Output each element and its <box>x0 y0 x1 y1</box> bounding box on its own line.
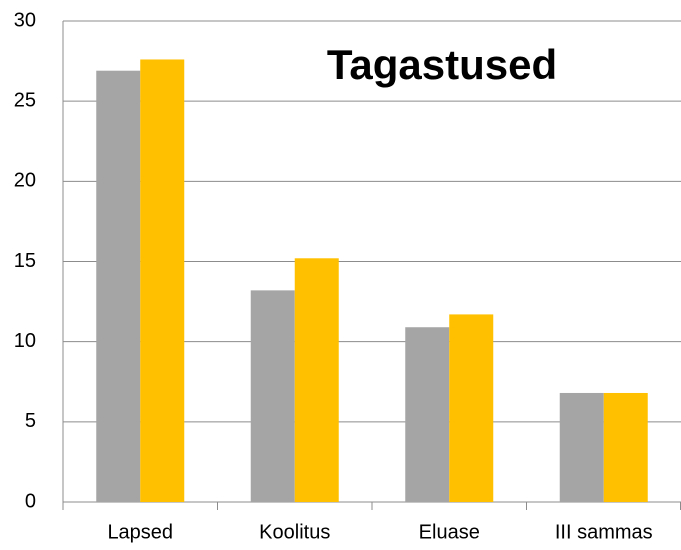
y-tick-label: 5 <box>25 410 36 432</box>
y-tick-label: 10 <box>14 330 36 352</box>
x-tick-label: Koolitus <box>259 521 330 543</box>
bar <box>96 70 141 502</box>
bar <box>603 392 648 502</box>
y-tick-label: 20 <box>14 170 36 192</box>
y-tick-label: 0 <box>25 490 36 512</box>
bar <box>405 327 450 502</box>
bar <box>449 314 494 502</box>
chart-title: Tagastused <box>327 41 557 88</box>
bar <box>250 290 295 502</box>
bar <box>140 59 185 502</box>
x-tick-label: Eluase <box>419 521 480 543</box>
x-tick-label: III sammas <box>555 521 653 543</box>
x-tick-label: Lapsed <box>107 521 173 543</box>
y-tick-label: 15 <box>14 250 36 272</box>
bar <box>559 392 604 502</box>
y-tick-label: 30 <box>14 9 36 31</box>
y-tick-label: 25 <box>14 89 36 111</box>
bar <box>294 258 339 502</box>
